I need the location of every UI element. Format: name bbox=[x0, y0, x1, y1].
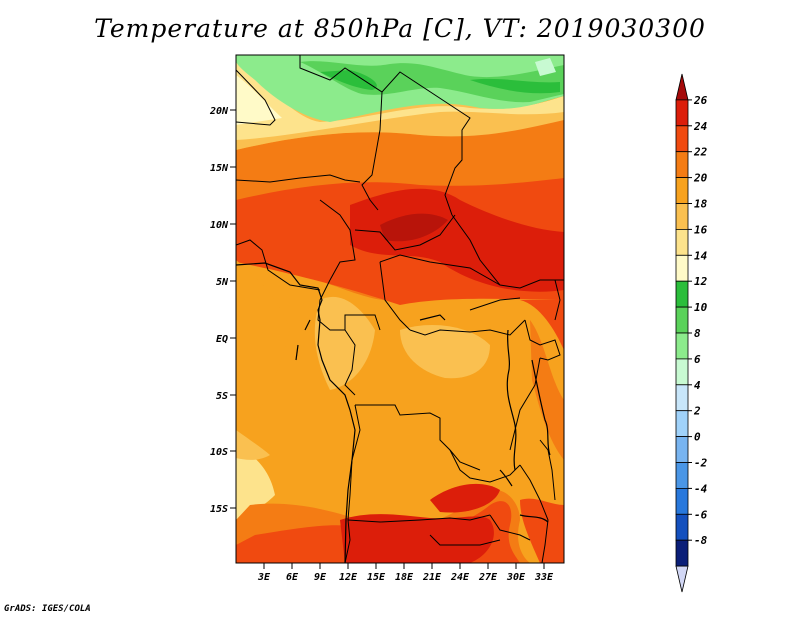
colorbar-cell bbox=[675, 410, 689, 438]
colorbar-label: 18 bbox=[694, 198, 708, 211]
colorbar-cell bbox=[675, 280, 689, 308]
colorbar-label: 22 bbox=[693, 146, 708, 159]
lat-label: 20N bbox=[209, 106, 229, 117]
longitude-axis: 3E 6E 9E 12E 15E 18E 21E 24E 27E 30E 33E bbox=[257, 563, 554, 583]
colorbar-label: -4 bbox=[694, 482, 708, 495]
colorbar-cell bbox=[675, 125, 689, 153]
colorbar-cell bbox=[675, 513, 689, 541]
colorbar-bottom-arrow bbox=[675, 565, 689, 593]
lon-label: 24E bbox=[450, 572, 470, 583]
lon-label: 18E bbox=[395, 572, 414, 583]
colorbar-cell bbox=[675, 177, 689, 204]
colorbar-cell bbox=[675, 151, 689, 178]
colorbar-cell bbox=[675, 306, 689, 334]
colorbar-label: 12 bbox=[694, 275, 708, 288]
lon-label: 33E bbox=[534, 572, 554, 583]
lat-label: 15N bbox=[210, 163, 229, 174]
colorbar-label: -6 bbox=[694, 508, 708, 521]
coastlines bbox=[236, 262, 551, 563]
colorbar-label: 10 bbox=[694, 301, 708, 314]
colorbar-cell bbox=[675, 254, 689, 282]
colorbar-label: -2 bbox=[694, 457, 708, 470]
lon-label: 21E bbox=[422, 572, 442, 583]
colorbar-cell bbox=[675, 358, 689, 386]
lon-label: 15E bbox=[367, 572, 386, 583]
colorbar-label: 16 bbox=[694, 223, 708, 236]
latitude-axis: 20N 15N 10N 5N EQ 5S 10S 15S bbox=[209, 106, 236, 515]
colorbar-label: 4 bbox=[694, 379, 701, 392]
lat-label: 15S bbox=[210, 504, 228, 515]
lat-label: 10S bbox=[210, 447, 228, 458]
lon-label: 27E bbox=[478, 572, 498, 583]
lat-label: 10N bbox=[210, 220, 229, 231]
colorbar-label: 2 bbox=[693, 405, 701, 418]
lon-label: 12E bbox=[339, 572, 358, 583]
colorbar-top-arrow bbox=[675, 73, 689, 101]
lon-label: 30E bbox=[506, 572, 526, 583]
map-title: Temperature at 850hPa [C], VT: 201903030… bbox=[94, 14, 706, 43]
colorbar-label: 0 bbox=[694, 431, 701, 444]
lat-label: 5N bbox=[216, 277, 229, 288]
colorbar-cell bbox=[675, 539, 689, 567]
colorbar-cell bbox=[675, 462, 689, 489]
grads-credit: GrADS: IGES/COLA bbox=[4, 604, 91, 614]
colorbar-cell bbox=[675, 228, 689, 256]
lon-label: 9E bbox=[314, 572, 327, 583]
country-borders bbox=[236, 55, 564, 563]
map-frame bbox=[235, 54, 565, 564]
colorbar-cell bbox=[675, 384, 689, 412]
colorbar-label: 6 bbox=[694, 353, 701, 366]
colorbar-label: 14 bbox=[694, 249, 708, 262]
colorbar-cell bbox=[675, 487, 689, 515]
colorbar-label: 26 bbox=[693, 94, 708, 107]
colorbar-cell bbox=[675, 203, 689, 230]
colorbar-label: 20 bbox=[693, 172, 708, 185]
colorbar-label: -8 bbox=[694, 534, 708, 547]
colorbar-label: 24 bbox=[693, 120, 708, 133]
lon-label: 6E bbox=[286, 572, 299, 583]
colorbar-cell bbox=[675, 436, 689, 463]
colorbar-label: 8 bbox=[694, 327, 701, 340]
lon-label: 3E bbox=[257, 572, 271, 583]
colorbar-cell bbox=[675, 99, 689, 127]
lat-label: EQ bbox=[216, 334, 228, 345]
temperature-field bbox=[236, 55, 564, 563]
colorbar-cell bbox=[675, 332, 689, 360]
lat-label: 5S bbox=[216, 391, 228, 402]
